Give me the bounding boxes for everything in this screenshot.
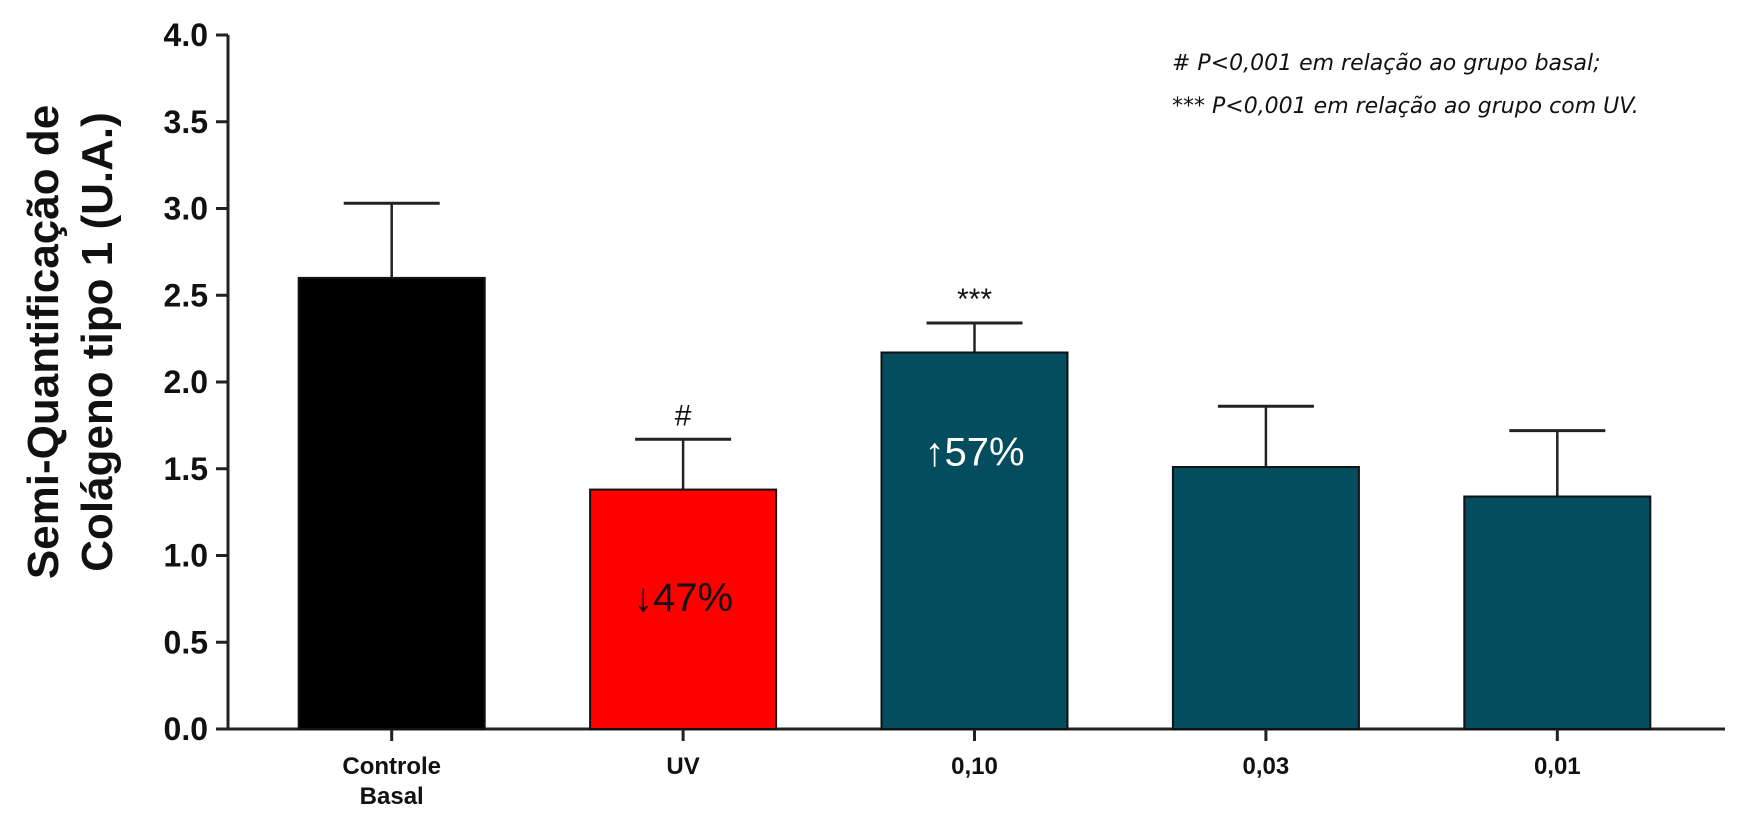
y-tick-label: 2.0	[164, 364, 208, 400]
bar	[297, 276, 486, 730]
x-tick-label: Basal	[360, 783, 424, 810]
bar	[880, 351, 1069, 730]
y-tick-label: 0.5	[164, 624, 208, 660]
y-tick-label: 3.0	[164, 191, 208, 227]
x-tick-label: 0,03	[1243, 753, 1290, 780]
x-tick-label: 0,01	[1534, 753, 1581, 780]
y-axis-label-line-1: Semi-Quantificação de	[19, 105, 68, 579]
bars: # ↓47% *** ↑57%	[297, 201, 1652, 731]
x-tick-label: Controle	[342, 753, 441, 780]
y-tick-label: 4.0	[164, 17, 208, 53]
y-axis-label-line-2: Colágeno tipo 1 (U.A.)	[73, 112, 122, 572]
significance-marker: #	[675, 399, 692, 432]
x-tick-labels: Controle Basal UV 0,10 0,03 0,01	[342, 729, 1581, 810]
significance-marker: ***	[957, 283, 992, 316]
x-tick-label: UV	[666, 753, 699, 780]
bar-percent-label: ↓47%	[633, 576, 733, 620]
bar	[1463, 495, 1652, 731]
y-axis-label: Semi-Quantificação de Colágeno tipo 1 (U…	[19, 105, 122, 579]
y-ticks: 0.0 0.5 1.0 1.5 2.0 2.5 3.0 3.5 4.0	[164, 17, 228, 747]
annotation-basal: # P<0,001 em relação ao grupo basal;	[1172, 51, 1600, 76]
bar	[1171, 466, 1360, 730]
bar	[589, 488, 778, 730]
y-tick-label: 2.5	[164, 277, 208, 313]
annotations: # P<0,001 em relação ao grupo basal; ***…	[1172, 51, 1639, 119]
y-tick-label: 1.5	[164, 451, 208, 487]
y-tick-label: 0.0	[164, 711, 208, 747]
bar-percent-label: ↑57%	[924, 430, 1024, 474]
y-tick-label: 3.5	[164, 104, 208, 140]
annotation-uv: *** P<0,001 em relação ao grupo com UV.	[1172, 94, 1639, 119]
y-tick-label: 1.0	[164, 538, 208, 574]
x-tick-label: 0,10	[951, 753, 998, 780]
